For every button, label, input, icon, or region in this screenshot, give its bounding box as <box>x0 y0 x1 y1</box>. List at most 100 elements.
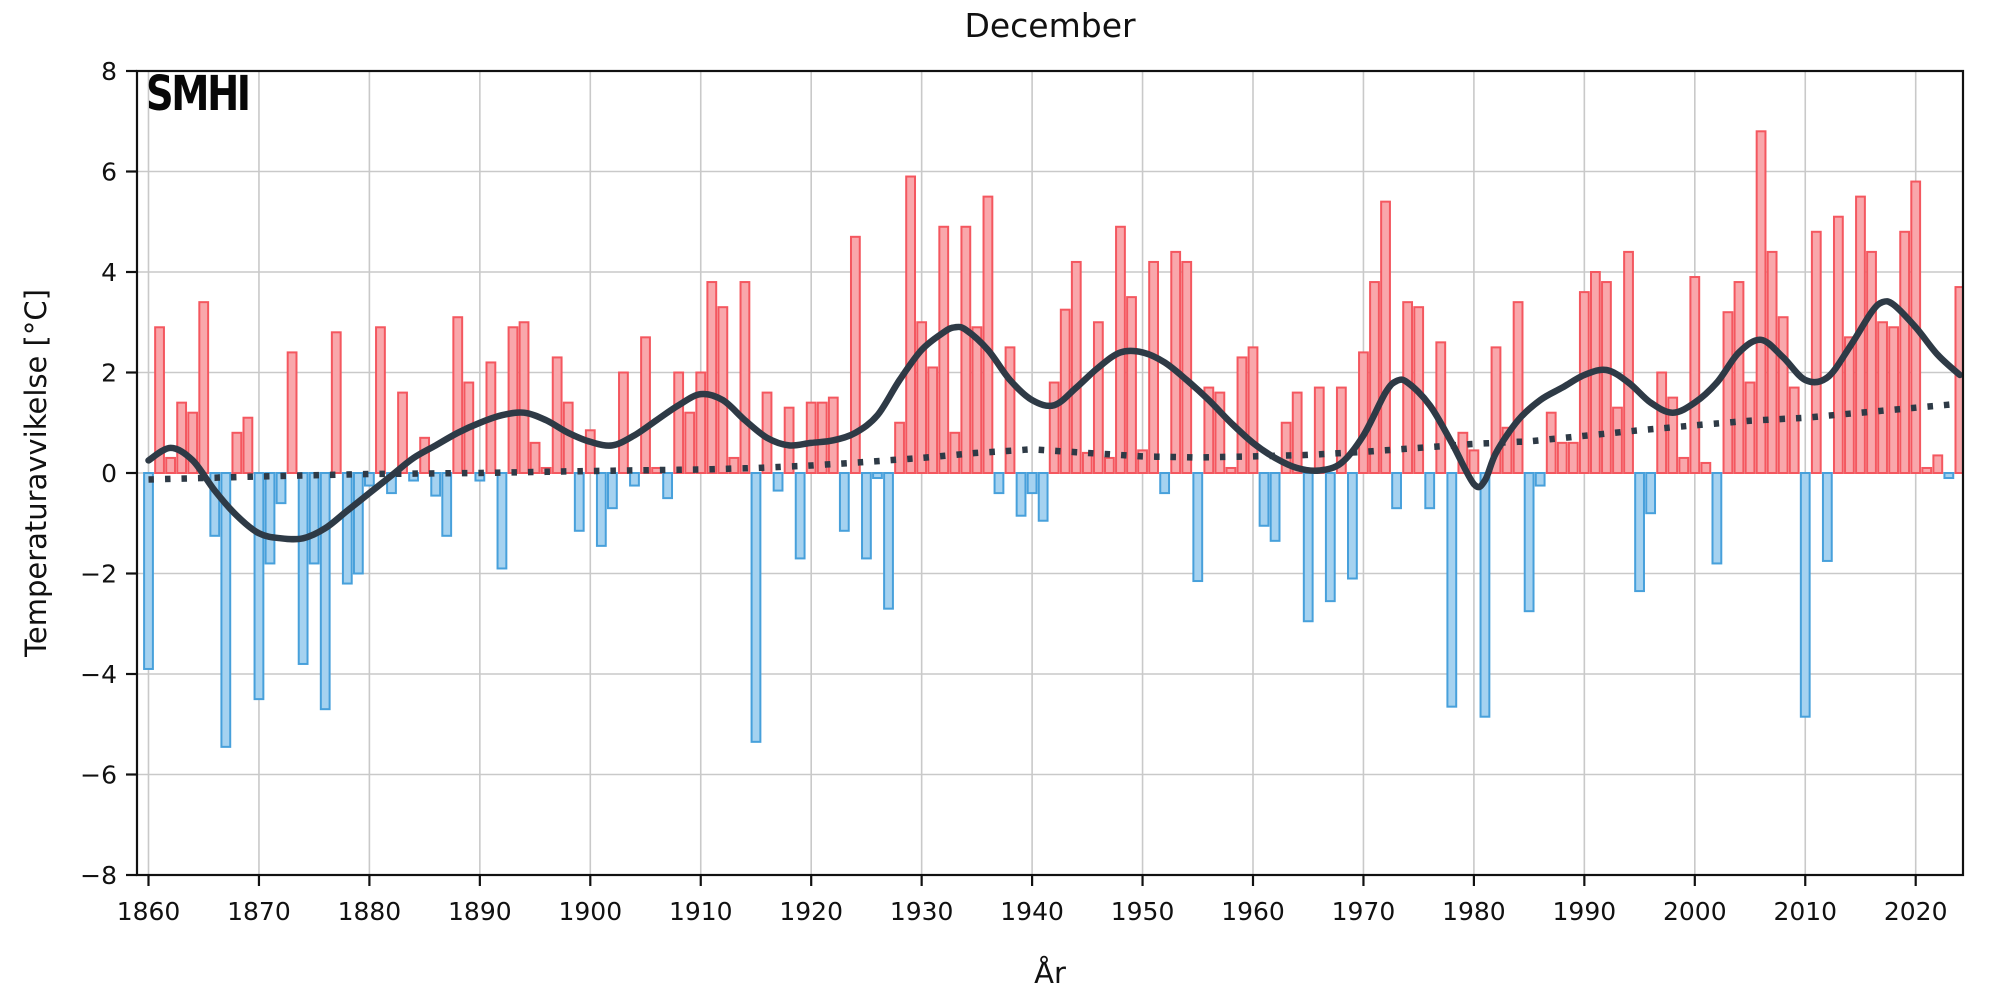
bar-1909 <box>684 411 696 475</box>
bar-1874 <box>297 472 309 665</box>
bar-1986 <box>1534 472 1546 487</box>
bar-1930 <box>916 321 928 474</box>
y-tick-label: −6 <box>80 761 117 790</box>
bar-1927 <box>883 472 894 610</box>
bar-1910 <box>695 371 707 474</box>
bar-1877 <box>330 331 342 474</box>
bar-2024 <box>1954 286 1963 475</box>
bar-1876 <box>319 472 331 711</box>
bar-1873 <box>286 351 298 474</box>
bar-1926 <box>872 472 883 480</box>
bar-1960 <box>1247 346 1259 474</box>
bar-1868 <box>231 431 243 474</box>
x-tick-label: 1860 <box>117 897 181 926</box>
y-tick-label: 4 <box>101 258 117 287</box>
bar-1921 <box>816 401 828 474</box>
chart-title: December <box>964 6 1136 45</box>
bar-1940 <box>1026 472 1038 495</box>
bar-1982 <box>1490 346 1502 474</box>
bar-1951 <box>1148 260 1159 475</box>
bar-1968 <box>1335 386 1347 475</box>
bar-1925 <box>861 472 872 560</box>
x-tick-label: 1990 <box>1553 897 1617 926</box>
bar-1998 <box>1667 396 1679 474</box>
bar-1861 <box>154 326 165 474</box>
bar-1886 <box>430 472 442 497</box>
bar-1864 <box>187 411 199 475</box>
bar-2023 <box>1943 472 1955 480</box>
bar-1912 <box>717 306 729 474</box>
bar-2004 <box>1733 281 1745 474</box>
tick-marks <box>126 69 1917 886</box>
bar-1934 <box>960 225 972 474</box>
bar-1963 <box>1280 421 1292 474</box>
bar-2022 <box>1932 454 1944 475</box>
x-tick-label: 2010 <box>1773 897 1837 926</box>
bar-2019 <box>1899 230 1911 474</box>
bar-1869 <box>242 416 254 475</box>
bar-1883 <box>397 391 408 475</box>
bar-1901 <box>595 472 607 547</box>
bar-1918 <box>783 406 795 474</box>
bar-1941 <box>1037 472 1049 522</box>
bar-1880 <box>364 472 375 487</box>
bar-1978 <box>1446 472 1458 708</box>
bar-1972 <box>1380 200 1391 474</box>
x-tick-label: 1910 <box>669 897 733 926</box>
bar-1887 <box>441 472 453 537</box>
bar-1906 <box>651 466 662 475</box>
bar-1967 <box>1324 472 1336 603</box>
bar-1924 <box>849 235 861 474</box>
bar-1867 <box>220 472 232 748</box>
y-tick-label: 8 <box>101 57 117 86</box>
x-tick-label: 1870 <box>227 897 291 926</box>
bar-1911 <box>706 281 718 474</box>
bar-1953 <box>1170 250 1182 474</box>
bar-1985 <box>1523 472 1535 613</box>
bar-1902 <box>606 472 618 510</box>
x-tick-label: 1920 <box>779 897 843 926</box>
bar-1939 <box>1015 472 1027 517</box>
bar-1895 <box>529 441 541 475</box>
bar-2009 <box>1788 386 1800 475</box>
x-axis-label: År <box>1034 956 1066 990</box>
bar-1973 <box>1391 472 1402 510</box>
x-tick-label: 1970 <box>1332 897 1396 926</box>
x-tick-label: 1890 <box>448 897 512 926</box>
bar-1944 <box>1070 260 1082 475</box>
bar-1915 <box>750 472 762 743</box>
bar-1938 <box>1004 346 1016 474</box>
bar-1952 <box>1159 472 1171 495</box>
bar-1892 <box>496 472 508 570</box>
bar-1970 <box>1358 351 1369 474</box>
bar-1881 <box>375 326 386 474</box>
bar-1992 <box>1601 281 1612 474</box>
bar-1946 <box>1092 321 1104 474</box>
bar-1919 <box>794 472 806 560</box>
bar-1981 <box>1479 472 1491 718</box>
bar-1900 <box>584 429 596 475</box>
bar-1988 <box>1556 441 1568 475</box>
x-tick-label: 1980 <box>1442 897 1506 926</box>
bar-1914 <box>739 281 751 474</box>
bar-1987 <box>1545 411 1557 475</box>
bar-1995 <box>1634 472 1645 593</box>
bar-2012 <box>1821 472 1833 562</box>
bar-1964 <box>1291 391 1303 475</box>
bar-1962 <box>1269 472 1281 542</box>
bar-1955 <box>1192 472 1204 583</box>
bar-1957 <box>1214 391 1226 475</box>
bar-1936 <box>982 195 994 474</box>
bar-1996 <box>1645 472 1657 515</box>
bar-1997 <box>1656 371 1668 474</box>
bar-1937 <box>993 472 1005 495</box>
x-tick-label: 1950 <box>1111 897 1175 926</box>
bar-1860 <box>143 472 154 670</box>
bar-1983 <box>1501 426 1513 474</box>
bar-2002 <box>1711 472 1723 565</box>
bar-1897 <box>551 356 563 474</box>
bar-1863 <box>176 401 188 474</box>
x-tick-label: 1960 <box>1221 897 1285 926</box>
